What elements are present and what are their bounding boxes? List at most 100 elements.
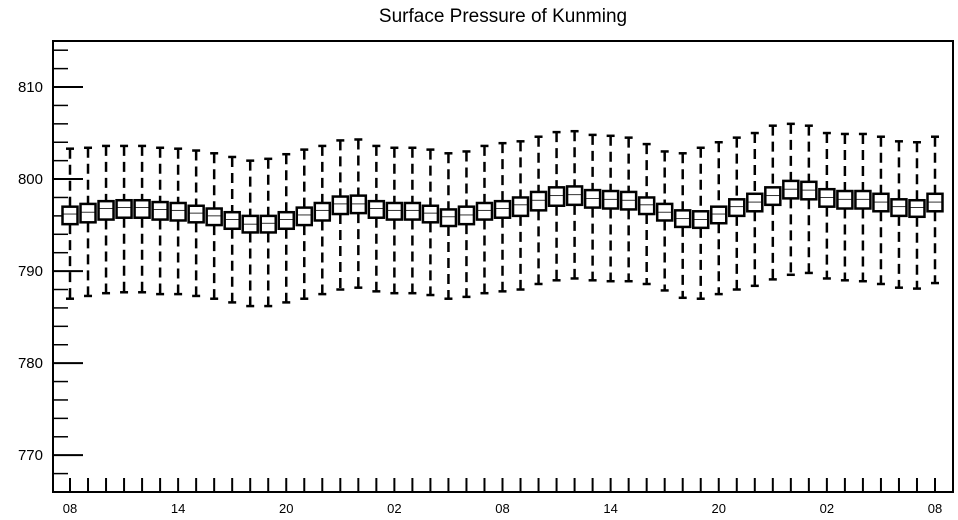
box-item bbox=[439, 152, 458, 300]
box-body bbox=[79, 202, 97, 224]
box-item bbox=[691, 146, 710, 300]
box-item bbox=[349, 138, 368, 289]
box-body bbox=[872, 192, 890, 213]
box-item bbox=[385, 146, 404, 295]
box-item bbox=[710, 140, 728, 296]
x-tick-label: 14 bbox=[171, 501, 185, 516]
box-body bbox=[169, 201, 187, 222]
box-body bbox=[133, 198, 151, 219]
box-body bbox=[349, 194, 368, 215]
box-body bbox=[764, 186, 782, 207]
y-tick-label: 770 bbox=[18, 447, 43, 464]
box-body bbox=[511, 196, 530, 218]
box-body bbox=[151, 200, 169, 221]
box-body bbox=[331, 195, 350, 216]
box-body bbox=[295, 206, 314, 227]
box-body bbox=[565, 185, 584, 207]
plot-frame bbox=[52, 40, 954, 493]
box-item bbox=[277, 152, 295, 304]
box-item bbox=[908, 140, 926, 290]
box-item bbox=[529, 135, 548, 286]
box-body bbox=[547, 186, 566, 208]
box-item bbox=[800, 124, 818, 275]
box-item bbox=[295, 148, 314, 300]
box-item bbox=[403, 146, 422, 295]
box-item bbox=[223, 155, 241, 304]
y-tick-label: 780 bbox=[18, 355, 43, 372]
y-tick-label: 800 bbox=[18, 171, 43, 188]
box-body bbox=[529, 190, 548, 212]
box-body bbox=[367, 199, 386, 219]
box-item bbox=[890, 140, 908, 289]
box-body bbox=[908, 198, 926, 219]
box-item bbox=[637, 142, 656, 286]
x-tick-label: 08 bbox=[928, 501, 942, 516]
box-body bbox=[223, 210, 241, 231]
box-item bbox=[619, 136, 638, 283]
box-body bbox=[97, 199, 115, 221]
box-item bbox=[655, 150, 674, 292]
box-body bbox=[403, 201, 422, 221]
box-body bbox=[439, 208, 458, 228]
box-item bbox=[97, 144, 115, 295]
box-body bbox=[890, 198, 908, 218]
box-item bbox=[187, 149, 205, 298]
box-item bbox=[746, 131, 764, 288]
box-item bbox=[818, 131, 836, 280]
box-body bbox=[115, 198, 133, 219]
box-item bbox=[79, 146, 97, 298]
box-item bbox=[764, 124, 782, 281]
box-item bbox=[331, 139, 350, 291]
box-body bbox=[619, 190, 638, 211]
box-item bbox=[457, 150, 476, 299]
box-body bbox=[601, 189, 620, 210]
x-tick-label: 20 bbox=[712, 501, 726, 516]
box-body bbox=[421, 204, 440, 224]
box-body bbox=[854, 189, 872, 210]
box-body bbox=[205, 207, 223, 227]
box-body bbox=[926, 192, 944, 213]
box-body bbox=[61, 205, 79, 226]
box-item bbox=[151, 146, 169, 296]
chart-title: Surface Pressure of Kunming bbox=[379, 6, 627, 27]
y-axis: 770 780 790 800 810 bbox=[18, 49, 83, 493]
box-body bbox=[583, 188, 602, 209]
box-item bbox=[493, 141, 512, 293]
box-body bbox=[457, 205, 476, 226]
x-tick-label: 20 bbox=[279, 501, 293, 516]
y-tick-label: 810 bbox=[18, 79, 43, 96]
box-item bbox=[475, 144, 494, 295]
box-body bbox=[818, 187, 836, 208]
x-tick-label: 08 bbox=[495, 501, 509, 516]
box-item bbox=[872, 135, 890, 286]
box-item bbox=[926, 135, 944, 285]
box-item bbox=[421, 148, 440, 297]
box-item bbox=[367, 144, 386, 293]
box-item bbox=[673, 152, 692, 300]
box-item bbox=[547, 130, 566, 282]
box-body bbox=[259, 214, 277, 234]
x-tick-label: 02 bbox=[820, 501, 834, 516]
box-body bbox=[637, 196, 656, 216]
box-body bbox=[782, 179, 800, 200]
y-tick-label: 790 bbox=[18, 263, 43, 280]
box-item bbox=[115, 144, 133, 294]
box-item bbox=[836, 132, 854, 282]
box-item bbox=[511, 140, 530, 291]
box-item bbox=[205, 152, 223, 300]
x-axis: 08 14 20 02 08 14 20 02 08 bbox=[63, 478, 942, 516]
box-body bbox=[313, 201, 332, 222]
box-body bbox=[746, 192, 764, 213]
box-item bbox=[854, 132, 872, 283]
box-body bbox=[493, 199, 512, 219]
box-body bbox=[475, 201, 494, 221]
box-body bbox=[836, 189, 854, 210]
box-item bbox=[133, 144, 151, 294]
box-item bbox=[259, 157, 277, 308]
box-item bbox=[565, 129, 584, 280]
box-series bbox=[61, 122, 944, 308]
box-item bbox=[782, 122, 800, 277]
box-item bbox=[313, 144, 332, 296]
